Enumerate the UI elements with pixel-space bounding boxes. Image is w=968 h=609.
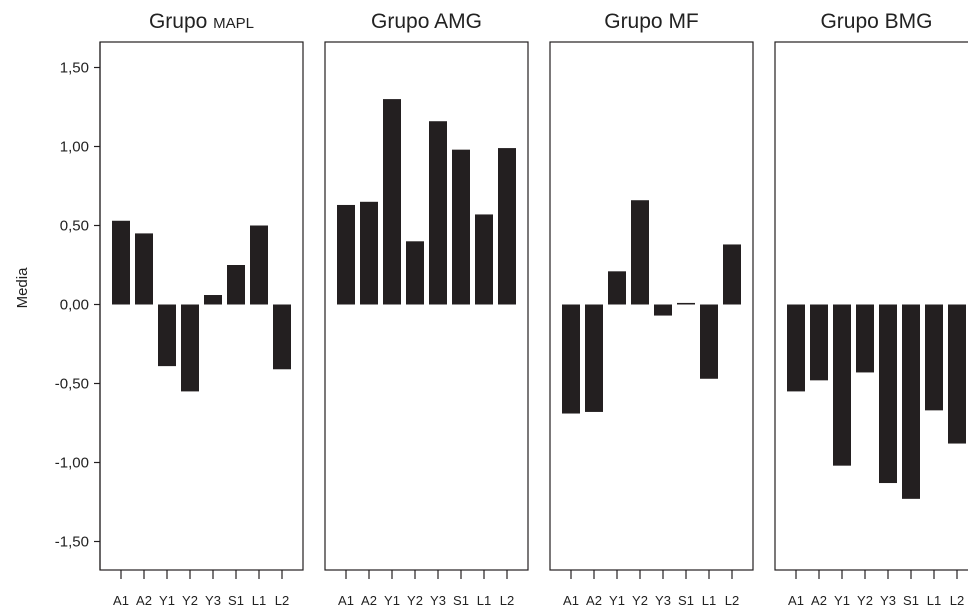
panel-title-group: BMG [885,10,933,33]
bar [631,200,649,305]
x-tick-label: Y2 [632,593,648,608]
panel-title-group: MF [668,10,698,33]
x-tick-label: A2 [586,593,602,608]
x-tick-label: S1 [228,593,244,608]
panel-frame [774,41,968,571]
bar [204,295,222,305]
x-tick-label: A1 [338,593,354,608]
bar [475,214,493,305]
bar [856,304,874,373]
bar [250,225,268,305]
x-tick-label: A1 [113,593,129,608]
bar [562,304,580,414]
bar [723,244,741,305]
bar [452,149,470,305]
panel-title-group: MAPL [213,15,254,32]
bar [677,302,695,305]
bar [227,265,245,305]
panel-frame [324,41,529,571]
bar [181,304,199,392]
bar [337,204,355,305]
panel-title: Grupo BMG [820,10,932,33]
panel-title: Grupo MF [604,10,699,33]
x-tick-label: Y1 [609,593,625,608]
y-tick-label: -0,50 [55,376,89,393]
x-tick-label: A2 [136,593,152,608]
x-tick-label: L2 [725,593,739,608]
x-tick-label: L1 [702,593,716,608]
panel-title-prefix: Grupo [820,10,884,33]
x-tick-label: Y2 [857,593,873,608]
x-tick-label: A2 [361,593,377,608]
bar [879,304,897,484]
bar [608,271,626,305]
bar [429,121,447,305]
bar [135,233,153,305]
bar [158,304,176,367]
y-tick-label: 0,50 [60,218,89,235]
y-tick-label: 1,00 [60,139,89,156]
bar [833,304,851,466]
bar [273,304,291,370]
x-tick-label: A2 [811,593,827,608]
bar [383,99,401,305]
bar [787,304,805,392]
bar [360,201,378,305]
bar [810,304,828,381]
x-tick-label: S1 [453,593,469,608]
x-tick-label: S1 [678,593,694,608]
panel-title-prefix: Grupo [371,10,434,33]
x-tick-label: Y1 [159,593,175,608]
x-tick-label: Y2 [407,593,423,608]
panel-frame [99,41,304,571]
x-tick-label: L1 [477,593,491,608]
bar [498,148,516,305]
x-tick-label: L2 [950,593,964,608]
panel-title-prefix: Grupo [604,10,668,33]
x-tick-label: Y1 [834,593,850,608]
x-tick-label: Y3 [430,593,446,608]
panel-frame [549,41,754,571]
panel-title: Grupo MAPL [149,10,254,33]
bar [406,241,424,305]
x-tick-label: Y3 [655,593,671,608]
x-tick-label: Y2 [182,593,198,608]
bar [654,304,672,316]
bar [112,220,130,305]
bar [585,304,603,412]
panel-title-prefix: Grupo [149,10,213,33]
y-axis-label: Media [14,267,31,309]
bar [700,304,718,379]
y-tick-label: -1,00 [55,455,89,472]
bar [948,304,966,444]
x-tick-label: Y3 [205,593,221,608]
x-tick-label: A1 [788,593,804,608]
panel-title: Grupo AMG [371,10,482,33]
panel-title-group: AMG [434,10,482,33]
x-tick-label: L1 [252,593,266,608]
x-tick-label: A1 [563,593,579,608]
y-tick-label: 0,00 [60,297,89,314]
x-tick-label: L2 [275,593,289,608]
x-tick-label: L2 [500,593,514,608]
y-tick-label: 1,50 [60,60,89,77]
x-tick-label: Y1 [384,593,400,608]
bar [902,304,920,499]
x-tick-label: S1 [903,593,919,608]
x-tick-label: Y3 [880,593,896,608]
bar [925,304,943,411]
y-tick-label: -1,50 [55,534,89,551]
x-tick-label: L1 [927,593,941,608]
